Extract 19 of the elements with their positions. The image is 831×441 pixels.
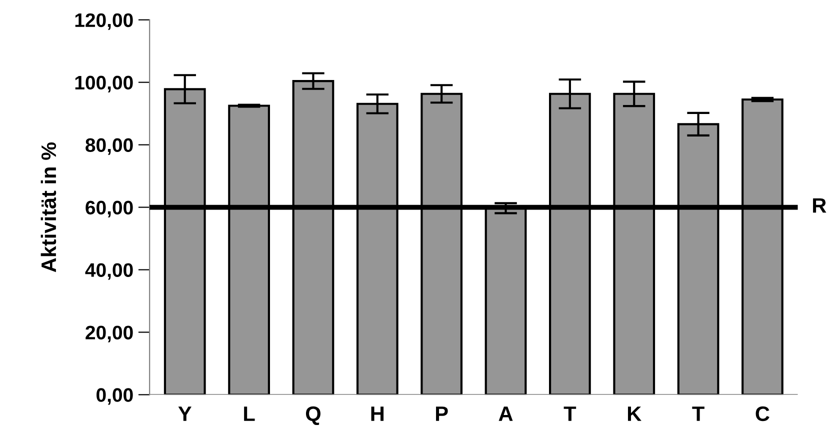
x-tick-label: K [628,406,642,421]
x-tick-label: Q [306,406,320,425]
x-tick-label: T [564,406,576,421]
ref-line-label: R [813,198,826,213]
x-tick-label: Y [178,406,192,421]
y-axis-title: Aktivität in % [40,142,56,272]
y-tick-label: 60,00 [86,200,133,218]
y-tick-label: 120,00 [75,13,133,30]
x-tick-label: L [244,406,255,421]
y-tick-label: 80,00 [86,138,133,155]
x-tick-label: C [756,406,770,422]
y-tick-label: 20,00 [86,326,133,342]
x-tick-label: H [371,406,384,421]
y-tick-label: 40,00 [85,263,133,280]
y-tick-label: 0,00 [96,388,133,405]
x-tick-label: T [692,406,704,421]
y-tick-label: 100,00 [75,76,133,92]
x-tick-label: P [436,406,448,421]
x-tick-label: A [498,406,513,421]
